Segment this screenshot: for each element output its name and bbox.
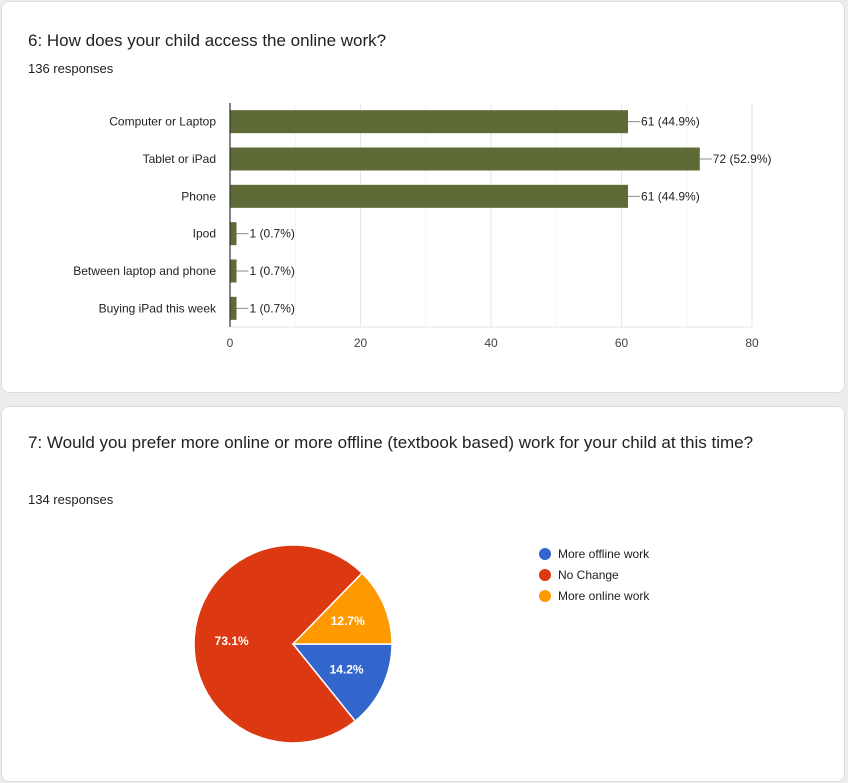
bar: [230, 222, 237, 246]
category-label: Buying iPad this week: [99, 301, 217, 315]
category-label: Between laptop and phone: [73, 264, 216, 278]
pie-legend: More offline work No Change More online …: [539, 543, 649, 606]
legend-item[interactable]: No Change: [539, 564, 649, 585]
response-count: 136 responses: [28, 61, 114, 76]
legend-label: More offline work: [558, 546, 650, 561]
slice-label: 14.2%: [330, 663, 364, 677]
pie-slice: [193, 544, 364, 744]
question-title: 6: How does your child access the online…: [28, 31, 387, 50]
x-tick-label: 80: [745, 336, 759, 350]
pie-chart: 14.2% 73.1% 12.7%: [193, 544, 393, 744]
data-label: 1 (0.7%): [250, 264, 295, 278]
slice-label: 73.1%: [215, 634, 249, 648]
response-count: 134 responses: [28, 492, 114, 507]
question-title: 7: Would you prefer more online or more …: [28, 433, 754, 452]
legend-swatch: [539, 589, 551, 602]
pie-slice: [291, 643, 393, 723]
bar-chart: 0 20 40 60 80 Computer or Laptop 61 (44.9%) Tab…: [73, 103, 772, 350]
question-card-6: 6: How does your child access the online…: [1, 1, 845, 393]
category-label: Ipod: [193, 227, 216, 241]
data-label: 1 (0.7%): [250, 301, 295, 315]
pie-slice: [291, 572, 393, 645]
category-label: Phone: [181, 189, 216, 203]
legend-label: More online work: [558, 588, 650, 603]
data-label: 61 (44.9%): [641, 115, 700, 129]
legend-item[interactable]: More offline work: [539, 543, 649, 564]
data-label: 61 (44.9%): [641, 189, 700, 203]
bar: [230, 184, 629, 208]
bar: [230, 110, 629, 134]
slice-label: 12.7%: [331, 614, 365, 628]
legend-swatch: [539, 568, 551, 581]
x-tick-label: 0: [227, 336, 234, 350]
x-tick-label: 20: [354, 336, 368, 350]
category-label: Tablet or iPad: [143, 152, 216, 166]
x-tick-label: 60: [615, 336, 629, 350]
category-label: Computer or Laptop: [109, 115, 216, 129]
bar: [230, 259, 237, 283]
question-card-7: 7: Would you prefer more online or more …: [1, 406, 845, 782]
x-tick-label: 40: [484, 336, 498, 350]
bar: [230, 147, 700, 171]
data-label: 72 (52.9%): [713, 152, 772, 166]
legend-item[interactable]: More online work: [539, 585, 649, 606]
data-label: 1 (0.7%): [250, 227, 295, 241]
bar: [230, 296, 237, 320]
legend-label: No Change: [558, 567, 619, 582]
legend-swatch: [539, 547, 551, 560]
